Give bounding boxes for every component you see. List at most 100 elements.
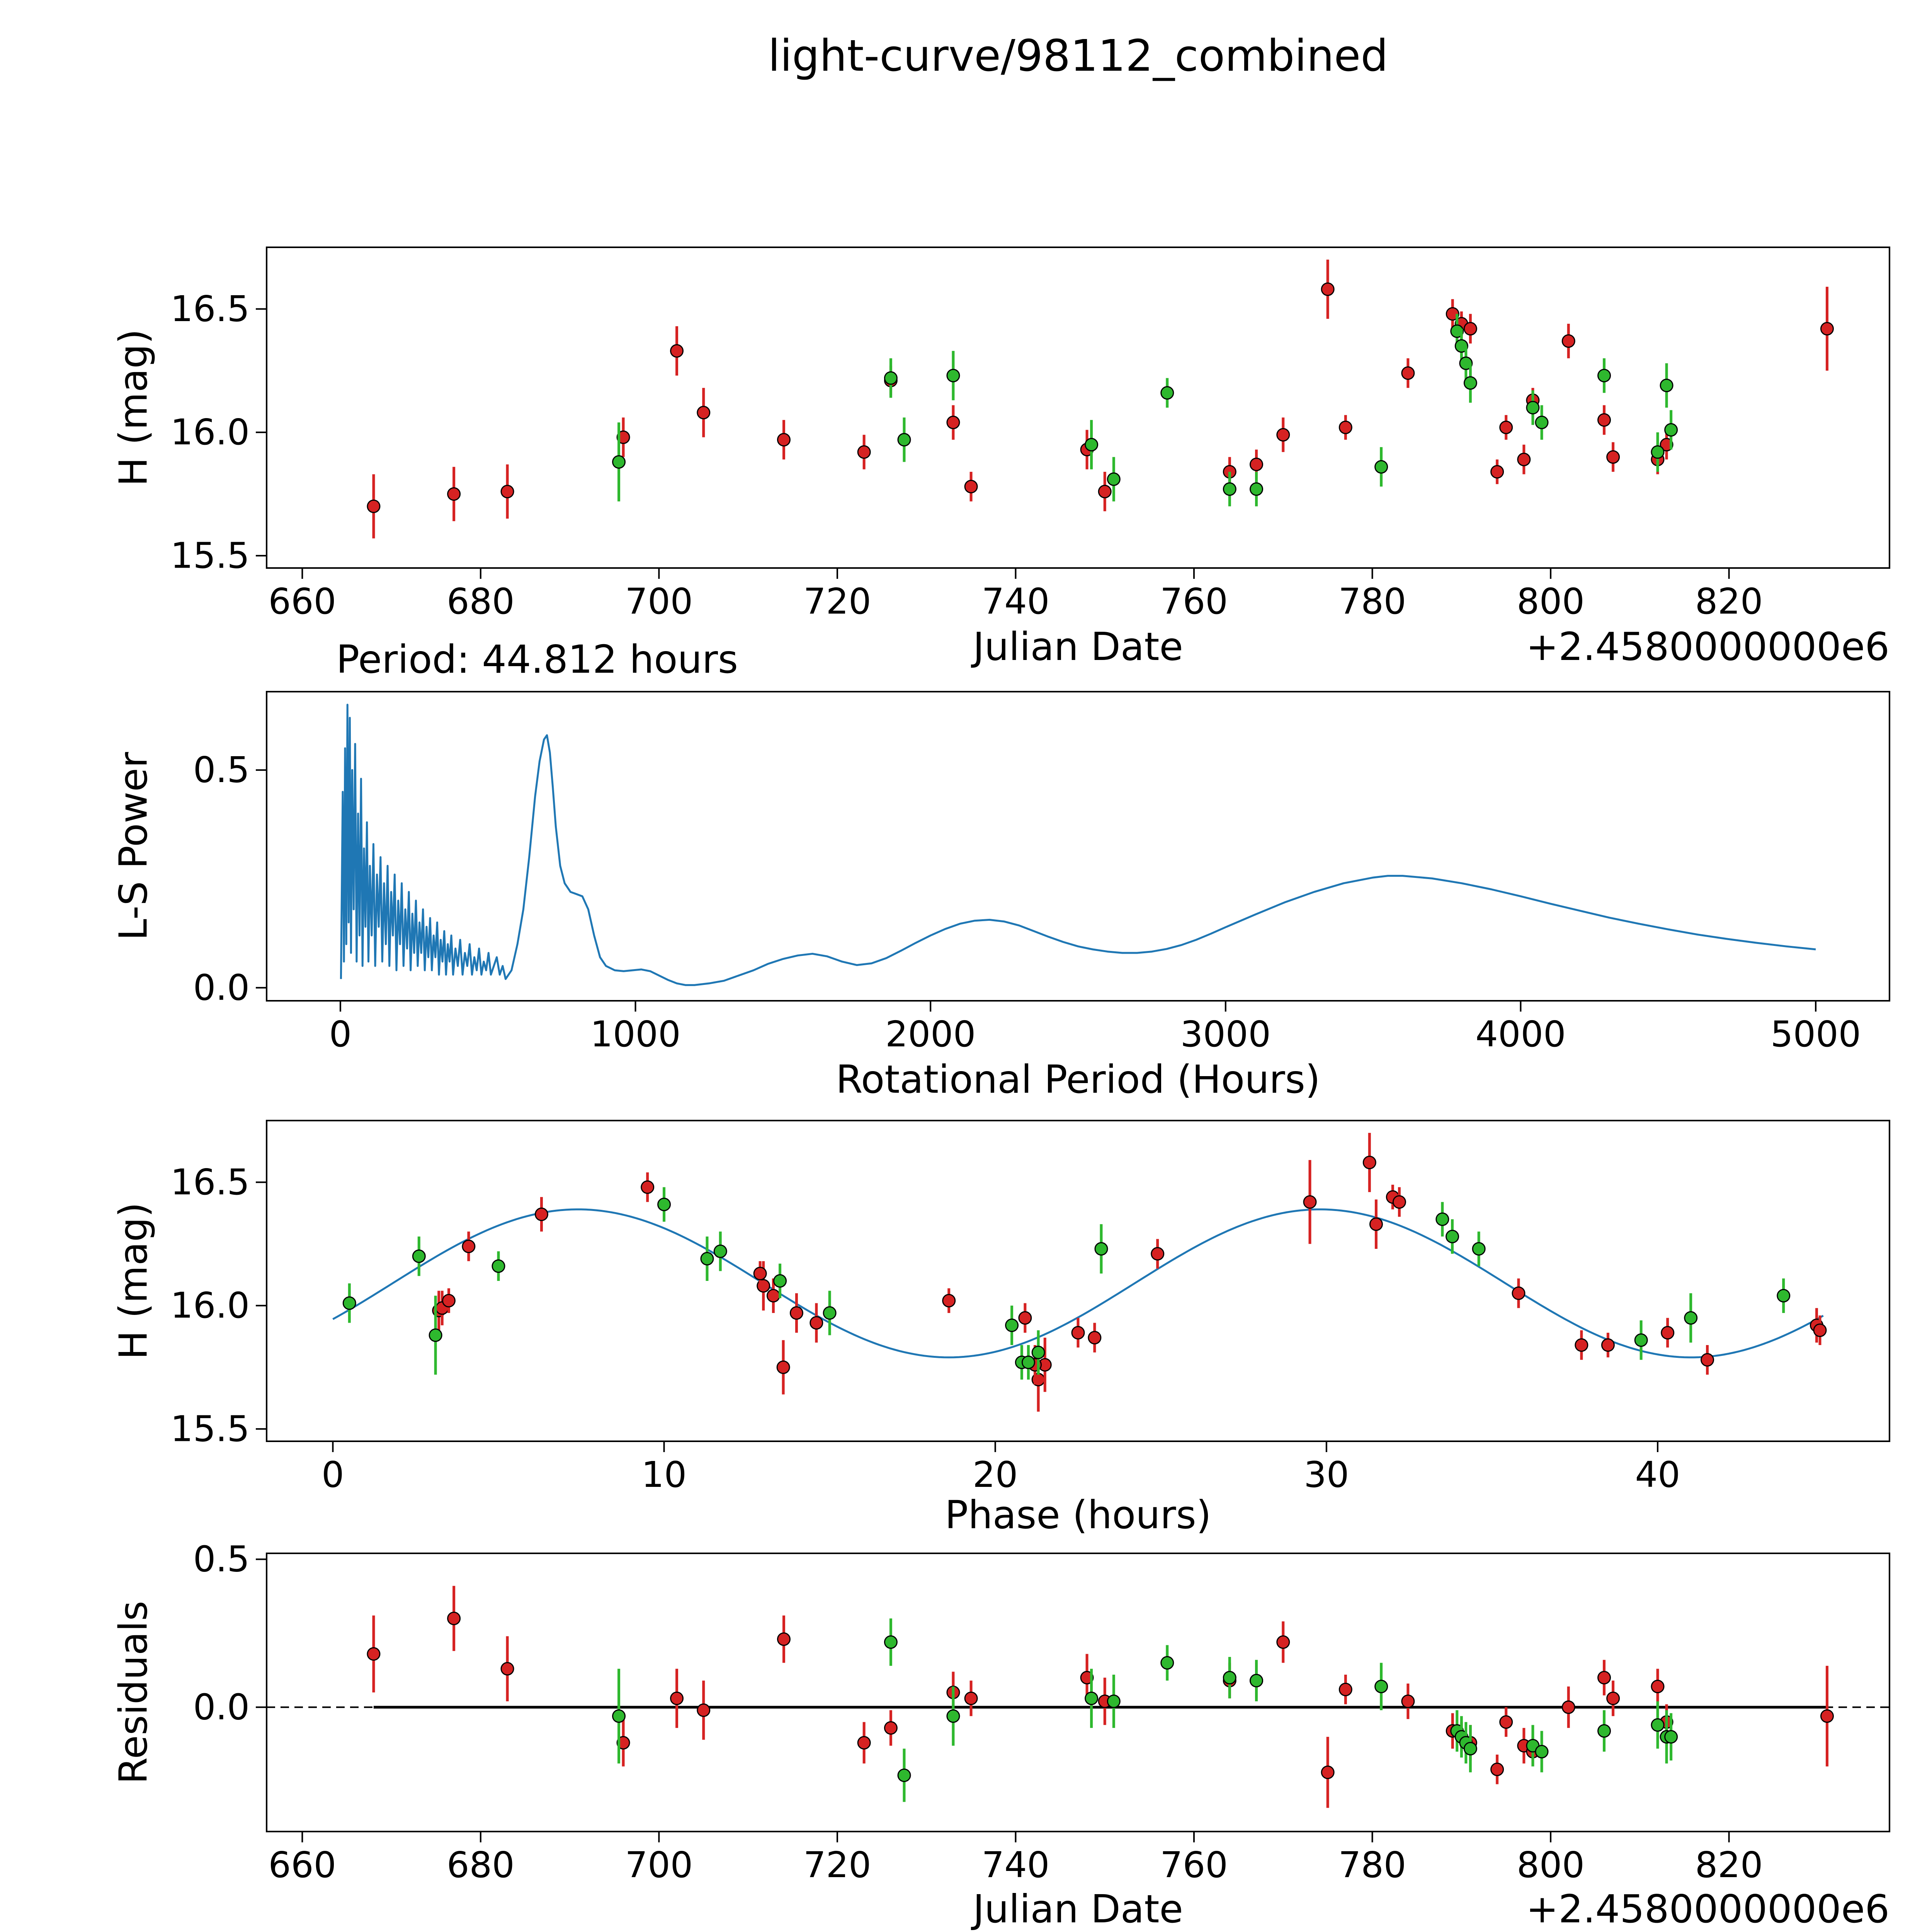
data-point	[1664, 1730, 1678, 1744]
data-point	[857, 445, 871, 459]
phase-y-tick-label: 16.0	[170, 1285, 250, 1326]
data-point	[1071, 1326, 1085, 1340]
lightcurve-y-axis-label: H (mag)	[111, 329, 156, 486]
data-point	[1597, 413, 1611, 427]
data-point	[1651, 445, 1665, 459]
data-point	[777, 433, 791, 447]
phase-y-tick-label: 15.5	[170, 1408, 250, 1449]
periodogram-x-tick-label: 0	[329, 1014, 352, 1055]
data-point	[657, 1197, 671, 1211]
data-point	[1401, 1694, 1415, 1708]
residuals-x-tick-label: 700	[625, 1844, 693, 1886]
data-point	[1661, 1326, 1675, 1340]
data-point	[1392, 1195, 1406, 1209]
data-point	[1463, 1742, 1477, 1756]
lightcurve-x-tick-label: 700	[625, 581, 693, 622]
data-point	[789, 1306, 803, 1320]
phase-x-axis-label: Phase (hours)	[945, 1492, 1211, 1537]
data-point	[670, 1691, 684, 1705]
data-point	[897, 1768, 911, 1782]
data-point	[367, 1647, 381, 1661]
data-point	[1401, 366, 1415, 380]
data-point	[1463, 322, 1477, 336]
data-point	[1250, 457, 1264, 471]
phase-y-tick-label: 16.5	[170, 1162, 250, 1203]
data-point	[1338, 420, 1352, 434]
residuals-panel: 660 680 700 720 740 760 780 800 820 0.0 0.5	[193, 1539, 1890, 1886]
data-point	[1499, 420, 1513, 434]
lightcurve-x-tick-label: 720	[803, 581, 871, 622]
data-point	[612, 455, 626, 469]
data-point	[1561, 334, 1575, 348]
lightcurve-data-area	[367, 259, 1834, 539]
periodogram-x-tick-label: 5000	[1770, 1014, 1861, 1055]
periodogram-axes-box	[266, 691, 1890, 1002]
residuals-x-tick-label: 740	[982, 1844, 1050, 1886]
data-point	[1684, 1311, 1698, 1325]
data-point	[1517, 452, 1531, 466]
data-point	[1634, 1333, 1648, 1347]
data-point	[776, 1360, 790, 1374]
residuals-x-tick-label: 720	[803, 1844, 871, 1886]
data-point	[1369, 1217, 1383, 1231]
data-point	[1107, 472, 1121, 486]
data-point	[447, 1612, 461, 1626]
periodogram-y-tick-label: 0.0	[193, 967, 250, 1008]
data-point	[1321, 282, 1335, 296]
data-point	[1160, 386, 1174, 400]
data-point	[946, 415, 960, 429]
residuals-y-axis-label: Residuals	[111, 1600, 156, 1784]
data-point	[1472, 1242, 1486, 1256]
data-point	[1606, 1691, 1620, 1705]
data-point	[500, 485, 514, 498]
residuals-x-tick-label: 680	[447, 1844, 515, 1886]
phase-x-tick-label: 30	[1304, 1454, 1349, 1495]
data-point	[1777, 1289, 1791, 1303]
data-point	[367, 499, 381, 513]
periodogram-y-tick-label: 0.5	[193, 749, 250, 791]
data-point	[1490, 465, 1504, 479]
phase-x-tick-label: 0	[321, 1454, 344, 1495]
figure-title: light-curve/98112_combined	[768, 31, 1388, 81]
residuals-data-area	[267, 1586, 1889, 1808]
data-point	[429, 1328, 442, 1342]
data-point	[534, 1208, 548, 1221]
residuals-x-tick-label: 780	[1338, 1844, 1406, 1886]
periodogram-x-tick-label: 1000	[590, 1014, 680, 1055]
data-point	[1160, 1656, 1174, 1670]
lightcurve-x-tick-label: 820	[1695, 581, 1763, 622]
data-point	[1499, 1715, 1513, 1729]
data-point	[1660, 438, 1673, 452]
data-point	[1490, 1762, 1504, 1776]
data-point	[897, 433, 911, 447]
data-point	[777, 1632, 791, 1646]
data-point	[773, 1274, 787, 1288]
lightcurve-x-tick-label: 800	[1517, 581, 1585, 622]
periodogram-x-axis-label: Rotational Period (Hours)	[836, 1057, 1320, 1102]
data-point	[1223, 1671, 1236, 1685]
data-point	[1250, 482, 1264, 496]
data-point	[884, 371, 898, 385]
data-point	[1512, 1286, 1526, 1300]
phase-panel: 0 10 20 30 40 15.5 16.0 16.5	[170, 1120, 1890, 1495]
data-point	[641, 1180, 655, 1194]
data-point	[713, 1244, 727, 1258]
data-point	[670, 344, 684, 358]
data-point	[766, 1289, 780, 1303]
data-point	[1080, 1671, 1094, 1685]
data-point	[1276, 428, 1290, 442]
data-point	[1374, 1680, 1388, 1694]
data-point	[1107, 1694, 1121, 1708]
lightcurve-x-tick-label: 780	[1338, 581, 1406, 622]
data-point	[964, 1691, 978, 1705]
lightcurve-x-axis-label: Julian Date	[973, 624, 1183, 669]
data-point	[1651, 1680, 1665, 1694]
data-point	[1374, 460, 1388, 474]
data-point	[492, 1259, 505, 1273]
data-point	[964, 480, 978, 493]
data-point	[1031, 1345, 1045, 1359]
residuals-x-tick-label: 660	[269, 1844, 337, 1886]
data-point	[1597, 369, 1611, 383]
